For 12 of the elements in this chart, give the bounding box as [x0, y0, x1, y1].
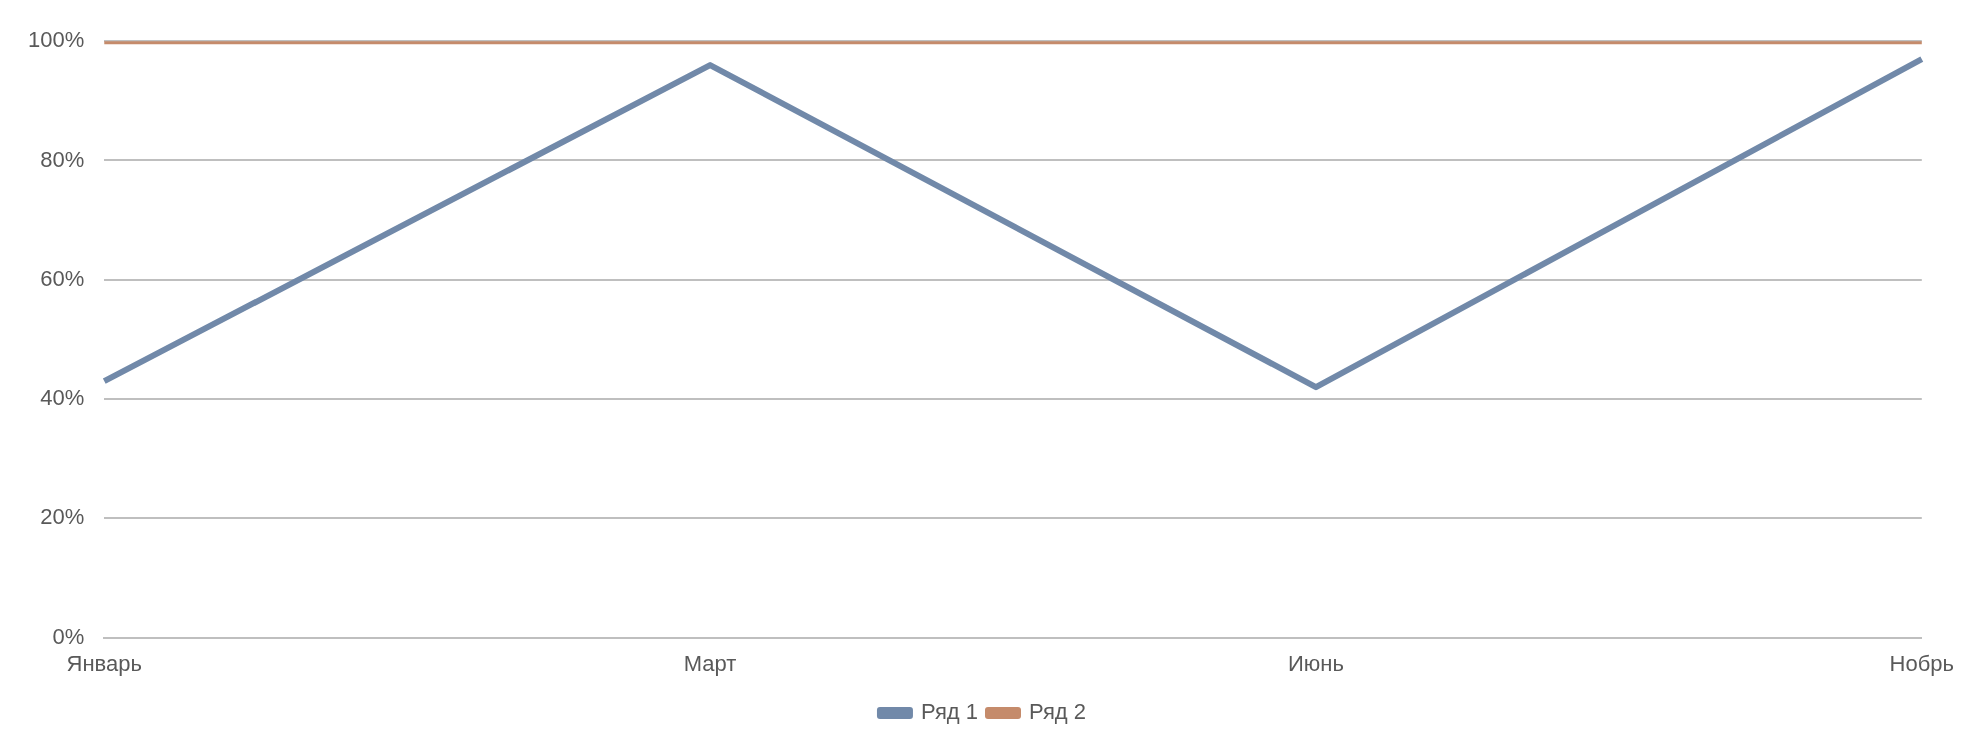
x-tick-label: Нобрь	[1889, 650, 1954, 676]
legend-label: Ряд 2	[1029, 699, 1087, 725]
y-tick-label: 60%	[40, 265, 85, 291]
y-tick-label: 40%	[40, 385, 85, 411]
x-tick-label: Январь	[66, 650, 142, 676]
y-tick-label: 20%	[40, 504, 85, 530]
y-tick-label: 0%	[52, 623, 85, 649]
y-tick-label: 80%	[40, 146, 85, 172]
y-tick-label: 100%	[27, 27, 85, 53]
x-tick-label: Март	[683, 650, 737, 676]
x-tick-label: Июнь	[1287, 650, 1344, 676]
legend-label: Ряд 1	[920, 699, 979, 725]
